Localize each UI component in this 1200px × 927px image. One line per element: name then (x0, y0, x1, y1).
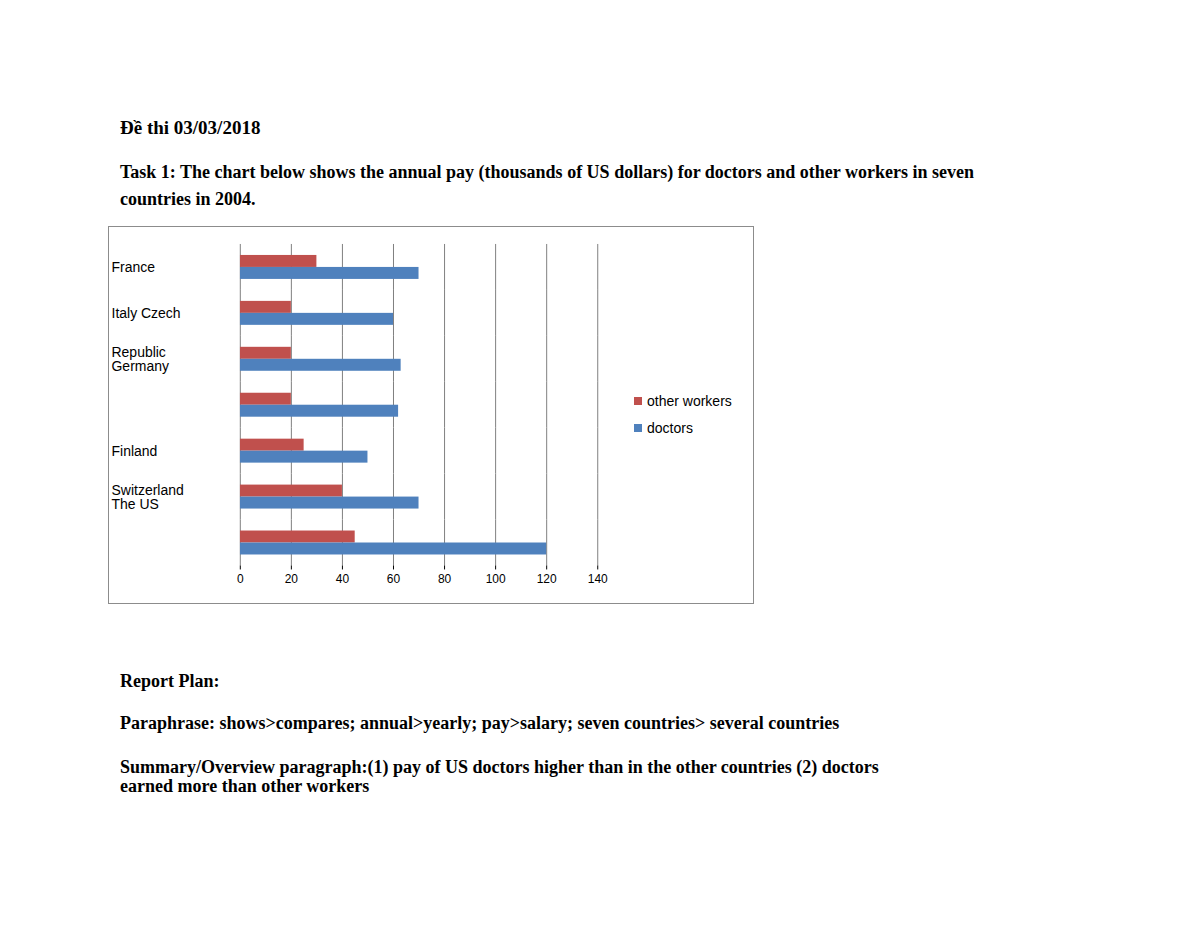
svg-text:RepublicGermany: RepublicGermany (112, 344, 169, 374)
svg-text:40: 40 (336, 572, 350, 586)
svg-text:0: 0 (237, 572, 244, 586)
svg-text:SwitzerlandThe US: SwitzerlandThe US (112, 482, 184, 512)
svg-text:140: 140 (588, 572, 608, 586)
svg-text:Finland: Finland (112, 443, 158, 459)
svg-text:Italy Czech: Italy Czech (112, 305, 181, 321)
svg-text:120: 120 (537, 572, 557, 586)
svg-text:80: 80 (438, 572, 452, 586)
html-text:Summary/Overview paragraph:(1): Summary/Overview paragraph:(1) pay of US… (120, 757, 879, 796)
html-text:doctors: doctors (647, 419, 693, 436)
html-text:Task 1: The chart below shows: Task 1: The chart below shows the annual… (120, 162, 974, 209)
svg-text:60: 60 (387, 572, 401, 586)
svg-text:100: 100 (486, 572, 506, 586)
svg-text:France: France (112, 259, 156, 275)
html-text:Paraphrase: shows>compares; an: Paraphrase: shows>compares; annual>yearl… (120, 713, 840, 733)
html-text:other workers: other workers (647, 392, 732, 409)
html-text:Report Plan:: Report Plan: (120, 671, 220, 691)
svg-text:20: 20 (285, 572, 299, 586)
html-text:Đề thi 03/03/2018: Đề thi 03/03/2018 (120, 117, 261, 138)
